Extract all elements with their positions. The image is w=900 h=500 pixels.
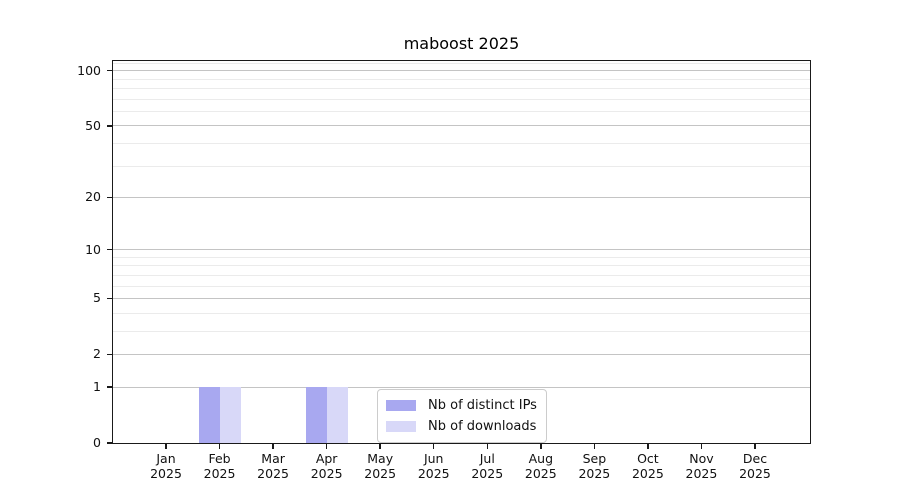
gridline-major bbox=[113, 249, 810, 251]
x-tick bbox=[218, 444, 221, 449]
gridline-minor bbox=[113, 165, 810, 167]
y-tick bbox=[107, 125, 112, 127]
legend-item-downloads: Nb of downloads bbox=[386, 418, 537, 435]
bars-layer bbox=[113, 61, 810, 443]
x-tick bbox=[647, 444, 649, 449]
gridline-major bbox=[113, 386, 810, 388]
gridline-minor bbox=[113, 62, 810, 64]
x-tick-label: Dec 2025 bbox=[739, 451, 771, 481]
x-tick-label: Apr 2025 bbox=[310, 451, 343, 481]
x-tick bbox=[379, 444, 381, 449]
x-tick-label: Oct 2025 bbox=[631, 451, 664, 481]
y-tick bbox=[107, 442, 112, 444]
grid-layer bbox=[113, 61, 810, 443]
gridline-minor bbox=[113, 285, 810, 287]
y-tick-label: 100 bbox=[77, 62, 101, 78]
gridline-major bbox=[113, 353, 810, 355]
y-tick bbox=[107, 70, 112, 72]
gridline-minor bbox=[113, 110, 810, 112]
x-tick bbox=[272, 444, 274, 449]
legend-label-downloads: Nb of downloads bbox=[428, 419, 537, 434]
x-tick-label: Aug 2025 bbox=[524, 451, 557, 481]
bar-downloads bbox=[326, 387, 348, 443]
x-tick-label: Jan 2025 bbox=[150, 451, 182, 481]
x-tick-label: Jul 2025 bbox=[471, 451, 504, 481]
gridline-major bbox=[113, 70, 810, 72]
gridline-major bbox=[113, 196, 810, 198]
x-tick bbox=[165, 444, 167, 449]
legend-swatch-distinct-ips-icon bbox=[386, 400, 416, 411]
y-tick bbox=[107, 297, 112, 300]
x-tick bbox=[540, 444, 542, 449]
x-tick bbox=[325, 444, 328, 449]
x-tick-label: Sep 2025 bbox=[578, 451, 611, 481]
x-tick-label: Mar 2025 bbox=[257, 451, 289, 481]
legend-label-distinct-ips: Nb of distinct IPs bbox=[428, 398, 537, 413]
x-tick bbox=[433, 444, 435, 449]
gridline-minor bbox=[113, 98, 810, 100]
y-tick bbox=[107, 353, 112, 356]
chart-title: maboost 2025 bbox=[403, 34, 520, 53]
gridline-minor bbox=[113, 274, 810, 276]
bar-distinct-ips bbox=[305, 387, 327, 443]
bar-distinct-ips bbox=[198, 387, 220, 443]
y-tick-label: 5 bbox=[93, 290, 101, 306]
plot-area: Nb of distinct IPs Nb of downloads bbox=[112, 60, 811, 444]
gridline-minor bbox=[113, 312, 810, 314]
x-tick bbox=[754, 444, 756, 449]
gridline-minor bbox=[113, 330, 810, 332]
gridline-minor bbox=[113, 88, 810, 90]
y-tick-label: 50 bbox=[85, 117, 101, 133]
y-tick bbox=[107, 248, 112, 251]
x-tick bbox=[700, 444, 703, 449]
legend-swatch-downloads-icon bbox=[386, 421, 416, 432]
gridline-major bbox=[113, 125, 810, 127]
bar-downloads bbox=[219, 387, 241, 443]
gridline-minor bbox=[113, 142, 810, 144]
x-tick-label: May 2025 bbox=[364, 451, 397, 481]
gridline-minor bbox=[113, 256, 810, 258]
y-tick bbox=[107, 196, 112, 199]
gridline-minor bbox=[113, 78, 810, 80]
y-tick-label: 10 bbox=[85, 241, 101, 257]
legend: Nb of distinct IPs Nb of downloads bbox=[377, 389, 547, 443]
x-tick-label: Feb 2025 bbox=[203, 451, 236, 481]
x-tick-label: Nov 2025 bbox=[685, 451, 718, 481]
y-tick bbox=[107, 386, 112, 388]
y-tick-label: 20 bbox=[85, 189, 101, 205]
gridline-major bbox=[113, 297, 810, 299]
gridline-minor bbox=[113, 265, 810, 267]
y-tick-label: 0 bbox=[93, 435, 101, 450]
y-tick-label: 2 bbox=[93, 346, 101, 362]
x-tick bbox=[593, 444, 596, 449]
x-tick-label: Jun 2025 bbox=[417, 451, 450, 481]
x-tick bbox=[486, 444, 488, 449]
legend-item-distinct-ips: Nb of distinct IPs bbox=[386, 397, 537, 414]
y-tick-label: 1 bbox=[93, 379, 101, 395]
